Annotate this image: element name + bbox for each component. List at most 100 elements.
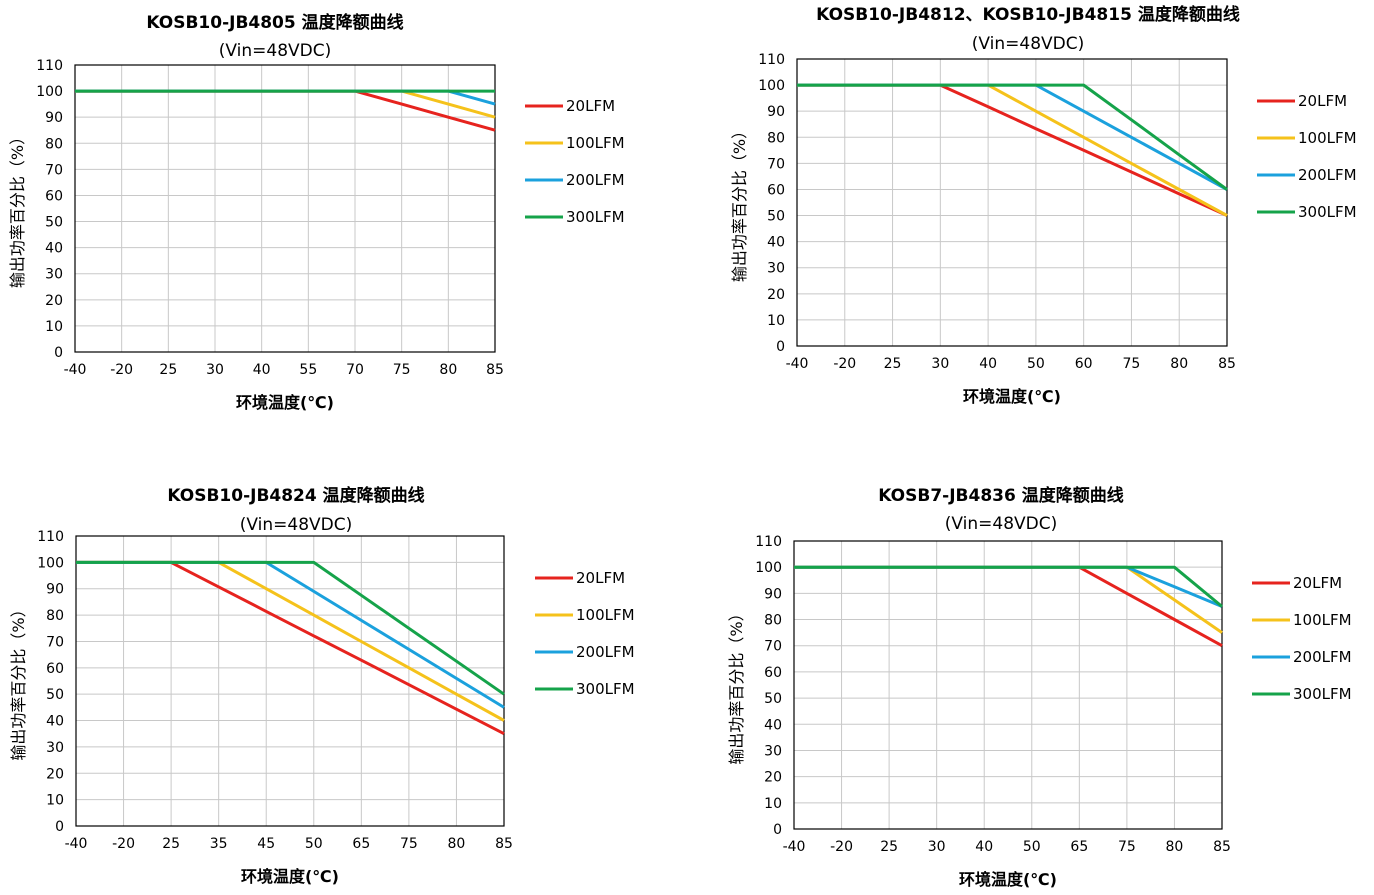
x-tick-label: -20 bbox=[112, 836, 135, 852]
x-tick-label: 30 bbox=[928, 839, 946, 855]
x-tick-label: 30 bbox=[931, 356, 949, 372]
y-tick-label: 80 bbox=[764, 613, 782, 629]
chart-subtitle: (Vin=48VDC) bbox=[219, 41, 331, 61]
x-tick-label: 40 bbox=[253, 362, 271, 378]
y-tick-label: 50 bbox=[46, 687, 64, 703]
y-tick-label: 40 bbox=[767, 235, 785, 251]
y-tick-label: 50 bbox=[764, 691, 782, 707]
y-tick-label: 50 bbox=[45, 215, 63, 231]
x-tick-label: 75 bbox=[1123, 356, 1141, 372]
legend-label: 200LFM bbox=[576, 643, 635, 661]
legend-label: 200LFM bbox=[1298, 166, 1357, 184]
chart-4: KOSB7-JB4836 温度降额曲线 (Vin=48VDC) 0 10 20 30 40 5… bbox=[727, 485, 1352, 889]
x-tick-label: 80 bbox=[448, 836, 466, 852]
x-tick-label: 80 bbox=[1170, 356, 1188, 372]
series-line-100lfm bbox=[794, 565, 1223, 634]
x-tick-label: 80 bbox=[439, 362, 457, 378]
series-line-200lfm bbox=[75, 89, 496, 106]
y-tick-label: 50 bbox=[767, 209, 785, 225]
chart-title: KOSB10-JB4812、KOSB10-JB4815 温度降额曲线 bbox=[816, 4, 1240, 25]
x-tick-label: -20 bbox=[110, 362, 133, 378]
y-tick-label: 10 bbox=[46, 793, 64, 809]
chart-3: KOSB10-JB4824 温度降额曲线 (Vin=48VDC) 0 10 20 30 40… bbox=[9, 485, 635, 886]
legend-label: 100LFM bbox=[576, 606, 635, 624]
x-tick-label: 45 bbox=[257, 836, 275, 852]
y-tick-label: 70 bbox=[46, 634, 64, 650]
legend-label: 300LFM bbox=[576, 680, 635, 698]
y-tick-label: 20 bbox=[764, 770, 782, 786]
x-tick-label: 85 bbox=[1218, 356, 1236, 372]
y-tick-label: 90 bbox=[45, 110, 63, 126]
legend-label: 20LFM bbox=[1293, 574, 1342, 592]
x-tick-label: 25 bbox=[884, 356, 902, 372]
x-tick-label: -20 bbox=[830, 839, 853, 855]
x-axis-label: 环境温度(℃) bbox=[241, 867, 339, 886]
x-tick-label: 75 bbox=[1118, 839, 1136, 855]
plot-area bbox=[74, 64, 496, 353]
legend-label: 100LFM bbox=[1298, 129, 1357, 147]
y-tick-label: 10 bbox=[45, 319, 63, 335]
x-tick-label: 70 bbox=[346, 362, 364, 378]
y-tick-label: 110 bbox=[36, 58, 63, 74]
y-tick-label: 70 bbox=[767, 156, 785, 172]
chart-title: KOSB10-JB4824 温度降额曲线 bbox=[167, 485, 424, 506]
x-tick-label: -40 bbox=[65, 836, 88, 852]
y-tick-label: 10 bbox=[767, 313, 785, 329]
y-tick-label: 90 bbox=[764, 586, 782, 602]
y-tick-label: 30 bbox=[767, 261, 785, 277]
x-tick-label: 25 bbox=[162, 836, 180, 852]
legend-label: 20LFM bbox=[1298, 92, 1347, 110]
y-tick-label: 100 bbox=[755, 560, 782, 576]
x-tick-label: 85 bbox=[486, 362, 504, 378]
chart-subtitle: (Vin=48VDC) bbox=[945, 514, 1057, 534]
y-tick-label: 70 bbox=[764, 639, 782, 655]
y-axis-label: 输出功率百分比（%） bbox=[730, 123, 749, 282]
x-tick-label: 65 bbox=[1070, 839, 1088, 855]
x-tick-label: 30 bbox=[206, 362, 224, 378]
x-tick-label: -40 bbox=[786, 356, 809, 372]
x-tick-label: 50 bbox=[305, 836, 323, 852]
y-tick-label: 110 bbox=[755, 534, 782, 550]
legend-label: 300LFM bbox=[566, 208, 625, 226]
y-tick-label: 0 bbox=[54, 345, 63, 361]
x-tick-label: 50 bbox=[1023, 839, 1041, 855]
series-line-20lfm bbox=[797, 83, 1228, 217]
x-tick-label: 50 bbox=[1027, 356, 1045, 372]
legend-label: 20LFM bbox=[566, 97, 615, 115]
y-tick-label: 0 bbox=[776, 339, 785, 355]
x-tick-label: 35 bbox=[210, 836, 228, 852]
y-tick-label: 40 bbox=[46, 714, 64, 730]
y-tick-label: 40 bbox=[764, 717, 782, 733]
x-axis-label: 环境温度(℃) bbox=[959, 870, 1057, 889]
y-tick-label: 10 bbox=[764, 796, 782, 812]
plot-area bbox=[75, 535, 505, 827]
legend-label: 20LFM bbox=[576, 569, 625, 587]
x-tick-label: 25 bbox=[159, 362, 177, 378]
y-tick-label: 100 bbox=[36, 84, 63, 100]
y-tick-label: 90 bbox=[767, 104, 785, 120]
y-tick-label: 90 bbox=[46, 582, 64, 598]
chart-title: KOSB7-JB4836 温度降额曲线 bbox=[878, 485, 1123, 506]
legend-label: 100LFM bbox=[566, 134, 625, 152]
y-tick-label: 110 bbox=[37, 529, 64, 545]
y-tick-label: 40 bbox=[45, 241, 63, 257]
plot-area bbox=[796, 58, 1228, 347]
x-tick-label: 40 bbox=[975, 839, 993, 855]
y-axis-label: 输出功率百分比（%） bbox=[8, 129, 27, 288]
x-tick-label: 25 bbox=[880, 839, 898, 855]
series-line-20lfm bbox=[75, 89, 496, 132]
series-line-300lfm bbox=[794, 565, 1223, 608]
x-tick-label: -40 bbox=[783, 839, 806, 855]
x-tick-label: -20 bbox=[833, 356, 856, 372]
legend-label: 300LFM bbox=[1293, 685, 1352, 703]
chart-title: KOSB10-JB4805 温度降额曲线 bbox=[146, 12, 403, 33]
x-tick-label: 60 bbox=[1075, 356, 1093, 372]
x-tick-label: 40 bbox=[979, 356, 997, 372]
y-tick-label: 30 bbox=[764, 743, 782, 759]
x-tick-label: 85 bbox=[1213, 839, 1231, 855]
x-axis-label: 环境温度(℃) bbox=[963, 387, 1061, 406]
y-tick-label: 20 bbox=[45, 293, 63, 309]
x-tick-label: 65 bbox=[352, 836, 370, 852]
y-tick-label: 70 bbox=[45, 162, 63, 178]
